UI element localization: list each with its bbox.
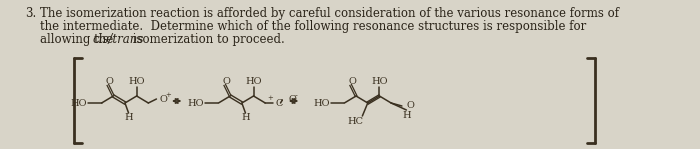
- Text: HO: HO: [371, 77, 388, 87]
- Text: O: O: [349, 76, 356, 86]
- Text: +: +: [267, 94, 273, 102]
- Text: 3.: 3.: [25, 7, 36, 20]
- Text: O: O: [106, 76, 113, 86]
- Text: HC: HC: [347, 117, 363, 125]
- Text: H: H: [241, 114, 250, 122]
- Text: The isomerization reaction is afforded by careful consideration of the various r: The isomerization reaction is afforded b…: [40, 7, 619, 20]
- Text: O: O: [407, 101, 414, 111]
- Text: isomerization to proceed.: isomerization to proceed.: [129, 33, 284, 46]
- Text: O: O: [159, 94, 167, 104]
- Text: HO: HO: [71, 98, 88, 107]
- Text: the intermediate.  Determine which of the following resonance structures is resp: the intermediate. Determine which of the…: [40, 20, 586, 33]
- Text: +: +: [165, 91, 172, 99]
- Text: H: H: [125, 114, 133, 122]
- Text: HO: HO: [188, 98, 204, 107]
- Text: HO: HO: [245, 77, 262, 87]
- Text: HO: HO: [314, 98, 330, 107]
- Text: HO: HO: [128, 77, 145, 87]
- Text: O: O: [223, 76, 230, 86]
- Text: -: -: [295, 92, 298, 100]
- Text: H: H: [402, 111, 411, 119]
- Text: cis/trans: cis/trans: [92, 33, 144, 46]
- Text: C: C: [275, 98, 283, 107]
- Text: allowing the: allowing the: [40, 33, 117, 46]
- Text: O: O: [288, 96, 297, 104]
